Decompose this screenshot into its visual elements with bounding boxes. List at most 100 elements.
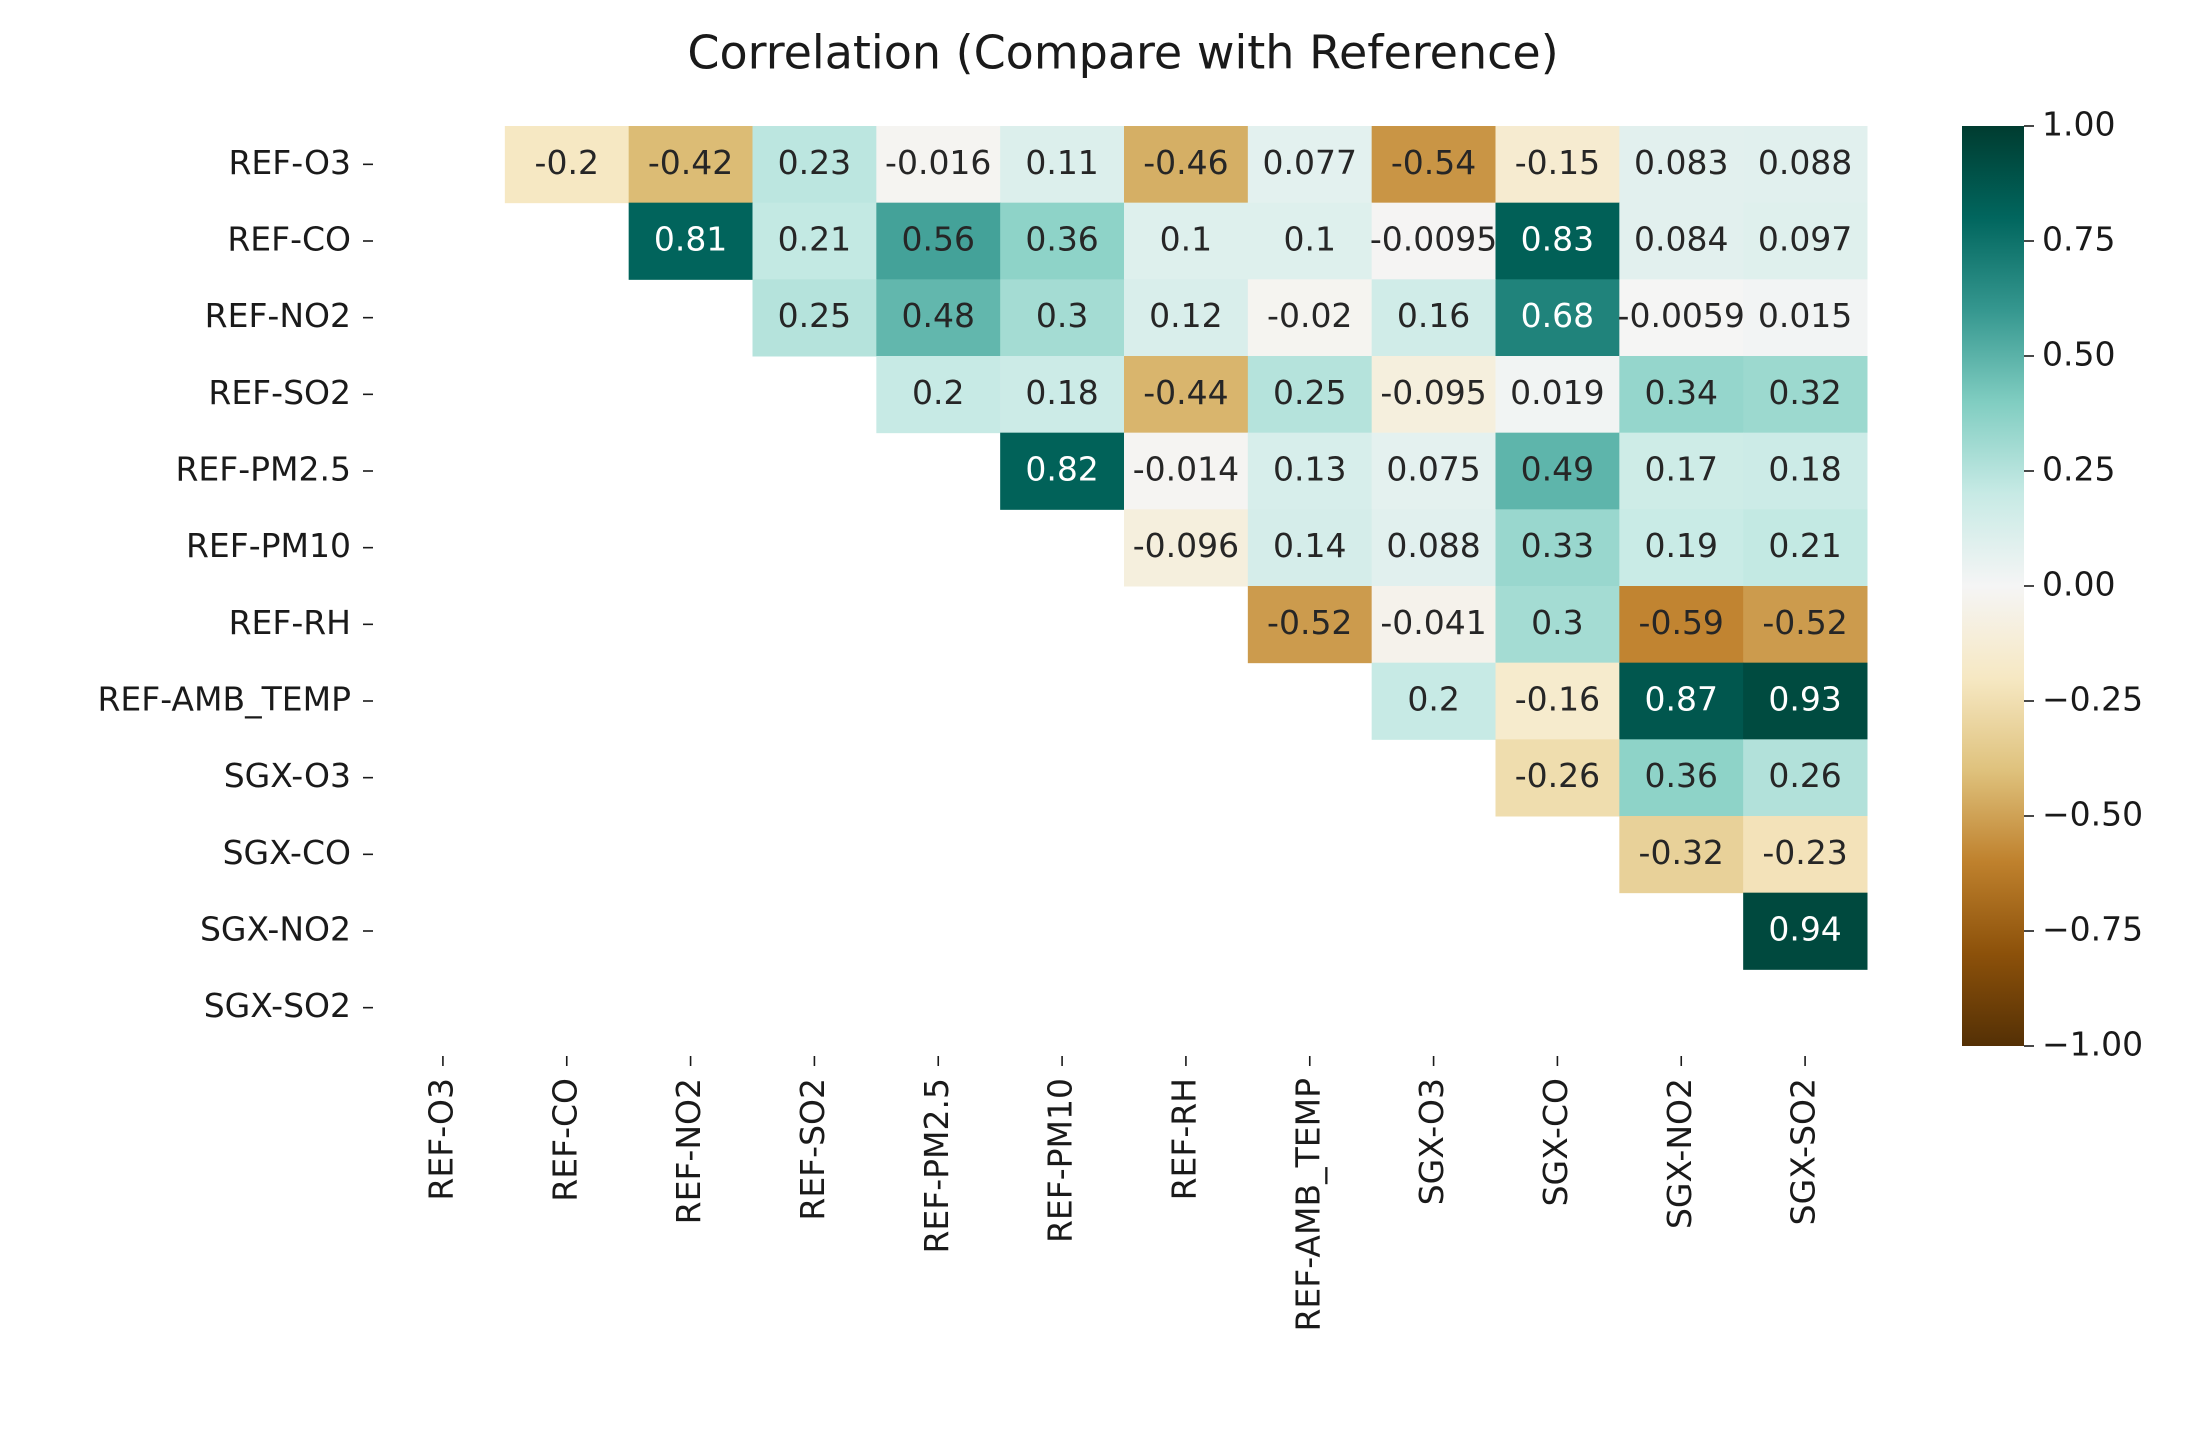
cell-label: -0.32 (1639, 833, 1724, 872)
cell-label: 0.084 (1634, 220, 1728, 259)
cell-label: -0.46 (1143, 143, 1228, 182)
heatmap-cell (752, 126, 877, 204)
cell-label: -0.44 (1143, 373, 1228, 412)
heatmap-cell (876, 126, 1001, 204)
heatmap-cell (1495, 202, 1620, 280)
cell-label: 0.21 (778, 220, 851, 259)
heatmap-cell (1619, 816, 1744, 894)
y-tick-label: SGX-SO2 (204, 986, 351, 1025)
cell-label: -0.095 (1380, 373, 1486, 412)
cell-label: 0.83 (1521, 220, 1594, 259)
cell-label: -0.096 (1133, 526, 1239, 565)
heatmap-cell (1124, 202, 1249, 280)
cell-label: 0.36 (1025, 220, 1098, 259)
heatmap-cell (1743, 816, 1868, 894)
heatmap-cell (1247, 356, 1373, 434)
cell-label: 0.097 (1758, 220, 1852, 259)
cell-label: 0.33 (1521, 526, 1594, 565)
heatmap-cell (1495, 739, 1620, 817)
heatmap-cell (1619, 509, 1744, 587)
heatmap-cell (1495, 356, 1620, 434)
colorbar-tick-label: −0.25 (2042, 680, 2143, 719)
cell-label: 0.17 (1645, 450, 1718, 489)
heatmap-cell (1124, 126, 1249, 204)
cell-label: 0.21 (1768, 526, 1841, 565)
colorbar-tick-label: 0.50 (2042, 335, 2115, 374)
y-tick-label: SGX-CO (223, 833, 351, 872)
x-tick-label: REF-RH (1164, 1078, 1203, 1200)
heatmap-cell (504, 126, 630, 204)
x-tick-label: REF-CO (545, 1078, 584, 1202)
heatmap-cell (1619, 432, 1744, 510)
heatmap-cell (1371, 662, 1496, 740)
cell-label: 0.26 (1768, 756, 1841, 795)
cell-label: 0.25 (1273, 373, 1346, 412)
heatmap-cell (1743, 279, 1868, 357)
heatmap-cell (1743, 202, 1868, 280)
cell-label: 0.1 (1284, 220, 1336, 259)
heatmap-cell (1371, 356, 1496, 434)
cell-label: -0.52 (1762, 603, 1847, 642)
cell-label: 0.13 (1273, 450, 1346, 489)
cell-label: 0.18 (1768, 450, 1841, 489)
heatmap-cell (1619, 279, 1744, 357)
heatmap-cell (1619, 739, 1744, 817)
heatmap-cell (1124, 279, 1249, 357)
cell-label: 0.088 (1758, 143, 1852, 182)
cell-label: 0.56 (902, 220, 975, 259)
cell-label: 0.3 (1036, 296, 1088, 335)
cell-label: 0.2 (912, 373, 964, 412)
colorbar-tick-label: −0.75 (2042, 910, 2143, 949)
cell-label: 0.94 (1768, 910, 1841, 949)
heatmap-cell (1247, 202, 1373, 280)
heatmap-cell (1619, 356, 1744, 434)
y-tick-label: REF-SO2 (208, 373, 351, 412)
heatmap-cell (628, 202, 753, 280)
heatmap-cell (1124, 509, 1249, 587)
cell-label: 0.3 (1531, 603, 1583, 642)
heatmap-cell (628, 126, 753, 204)
heatmap-cell (1000, 202, 1125, 280)
x-tick-label: SGX-NO2 (1660, 1078, 1699, 1229)
cell-label: -0.041 (1380, 603, 1486, 642)
heatmap-cell (1371, 509, 1496, 587)
heatmap-cell (1371, 126, 1496, 204)
cell-label: 0.81 (654, 220, 727, 259)
x-tick-label: REF-AMB_TEMP (1288, 1078, 1327, 1332)
cell-label: 0.1 (1160, 220, 1212, 259)
y-tick-label: SGX-O3 (224, 756, 351, 795)
heatmap-cell (752, 202, 877, 280)
heatmap-cell (1124, 432, 1249, 510)
heatmap-cell (1743, 126, 1868, 204)
heatmap-cell (1371, 202, 1496, 280)
cell-label: 0.48 (902, 296, 975, 335)
cell-label: 0.18 (1025, 373, 1098, 412)
cell-label: 0.25 (778, 296, 851, 335)
cell-label: 0.11 (1025, 143, 1098, 182)
y-tick-label: REF-RH (229, 603, 351, 642)
cell-label: 0.075 (1386, 450, 1480, 489)
heatmap-cell (1619, 662, 1744, 740)
heatmap-cell (1000, 279, 1125, 357)
heatmap-cell (1247, 126, 1373, 204)
heatmap-cell (1743, 662, 1868, 740)
cell-label: -0.54 (1391, 143, 1476, 182)
y-tick-label: REF-CO (227, 220, 351, 259)
x-tick-label: SGX-SO2 (1784, 1078, 1823, 1225)
heatmap-cell (1743, 509, 1868, 587)
heatmap-cell (1743, 739, 1868, 817)
heatmap-cell (1619, 586, 1744, 664)
heatmap-cell (1124, 356, 1249, 434)
cell-label: 0.23 (778, 143, 851, 182)
cell-label: 0.12 (1149, 296, 1222, 335)
cell-label: 0.87 (1645, 680, 1718, 719)
colorbar-tick-label: 0.00 (2042, 565, 2115, 604)
heatmap-cell (1371, 279, 1496, 357)
heatmap-cell (1495, 586, 1620, 664)
cell-label: 0.019 (1510, 373, 1604, 412)
cell-label: -0.016 (885, 143, 991, 182)
cell-label: -0.26 (1515, 756, 1600, 795)
cell-label: 0.68 (1521, 296, 1594, 335)
cell-label: -0.52 (1267, 603, 1352, 642)
cell-label: -0.2 (535, 143, 599, 182)
